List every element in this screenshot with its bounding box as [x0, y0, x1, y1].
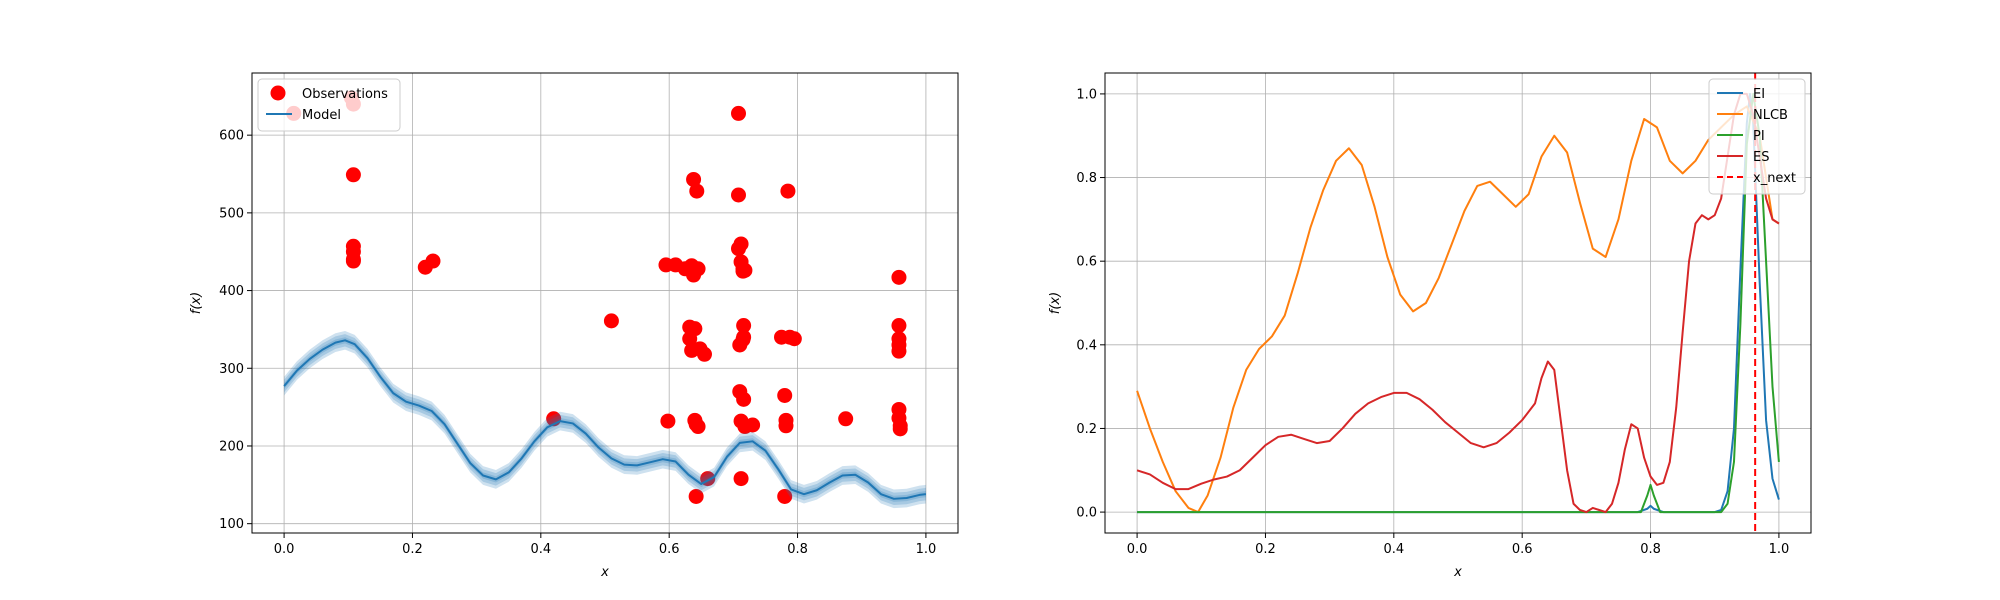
observation-point — [425, 253, 441, 269]
legend-box — [1708, 78, 1806, 195]
y-tick-label: 300 — [219, 362, 244, 377]
observation-point — [778, 412, 794, 428]
plot-area — [283, 90, 927, 509]
observation-point — [737, 262, 753, 278]
y-tick-label: 0.6 — [1076, 255, 1097, 270]
series-line-pi — [1137, 92, 1780, 514]
x-tick-label: 0.4 — [530, 542, 551, 557]
observation-point — [891, 318, 907, 334]
series-line-nlcb — [1136, 105, 1780, 514]
x-axis-label: x — [1453, 565, 1462, 580]
y-tick-label: 0.8 — [1076, 171, 1097, 186]
x-tick-label: 0.8 — [1640, 542, 1661, 557]
x-tick-label: 0.2 — [402, 542, 423, 557]
x-tick-label: 0.6 — [659, 542, 680, 557]
y-tick-label: 400 — [219, 284, 244, 299]
y-tick-label: 0.2 — [1076, 422, 1097, 437]
x-tick-label: 0.4 — [1383, 542, 1404, 557]
x-tick-label: 0.0 — [274, 542, 295, 557]
observation-point — [688, 488, 704, 504]
observation-point — [730, 187, 746, 203]
x-tick-label: 1.0 — [1769, 542, 1790, 557]
observation-point — [786, 331, 802, 347]
observation-point — [892, 421, 908, 437]
observation-point — [690, 261, 706, 277]
series-line-model — [283, 339, 927, 500]
observation-point — [745, 417, 761, 433]
y-tick-label: 200 — [219, 439, 244, 454]
observation-point — [733, 471, 749, 487]
legend: EI NLCB PI ES x_next — [1708, 78, 1806, 195]
y-tick-label: 100 — [219, 517, 244, 532]
observation-point — [730, 105, 746, 121]
x-tick-label: 1.0 — [916, 542, 937, 557]
legend-label-nlcb: NLCB — [1753, 108, 1788, 123]
y-axis-label: f(x) — [189, 292, 204, 314]
legend-label-es: ES — [1753, 150, 1769, 165]
plot-observations-model: 0.0 0.2 0.4 0.6 0.8 1.0 100 200 300 400 500 600 x f(x… — [189, 72, 959, 580]
observation-point — [696, 346, 712, 362]
observation-point — [780, 183, 796, 199]
x-tick-label: 0.2 — [1255, 542, 1276, 557]
legend-label-observations: Observations — [302, 87, 388, 102]
y-tick-label: 500 — [219, 206, 244, 221]
model-confidence-band — [284, 330, 926, 509]
legend-label-model: Model — [302, 108, 341, 123]
x-tick-label: 0.8 — [787, 542, 808, 557]
legend-label-x-next: x_next — [1753, 171, 1796, 186]
y-tick-label: 0.0 — [1076, 506, 1097, 521]
legend-box — [257, 78, 401, 132]
observation-point — [736, 391, 752, 407]
legend-label-ei: EI — [1753, 87, 1765, 102]
observation-point — [345, 253, 361, 269]
observation-point — [733, 236, 749, 252]
observation-point — [891, 269, 907, 285]
axes-frame — [251, 72, 959, 534]
observation-point — [891, 343, 907, 359]
observation-point — [687, 321, 703, 337]
x-tick-label: 0.6 — [1512, 542, 1533, 557]
y-tick-label: 0.4 — [1076, 338, 1097, 353]
observation-point — [736, 318, 752, 334]
observation-point — [660, 413, 676, 429]
observation-point — [686, 171, 702, 187]
legend: Observations Model — [257, 78, 401, 132]
x-tick-label: 0.0 — [1127, 542, 1148, 557]
observation-point — [690, 419, 706, 435]
observation-point — [838, 411, 854, 427]
x-axis-label: x — [600, 565, 609, 580]
observation-point — [689, 183, 705, 199]
observation-point — [736, 329, 752, 345]
axes-frame — [1104, 72, 1812, 534]
observation-point — [777, 488, 793, 504]
series-line-ei — [1137, 92, 1780, 514]
observation-point — [345, 167, 361, 183]
series-line-es — [1136, 92, 1780, 514]
plot-area — [1136, 73, 1780, 533]
legend-marker-observations — [270, 85, 286, 101]
plot-acquisition-functions: 0.0 0.2 0.4 0.6 0.8 1.0 0.0 0.2 0.4 0.6 0.8 1.0 x f(x… — [1048, 72, 1812, 580]
y-tick-label: 600 — [219, 129, 244, 144]
observation-point — [603, 313, 619, 329]
y-tick-label: 1.0 — [1076, 87, 1097, 102]
y-axis-label: f(x) — [1048, 292, 1063, 314]
legend-label-pi: PI — [1753, 129, 1765, 144]
observation-point — [777, 387, 793, 403]
